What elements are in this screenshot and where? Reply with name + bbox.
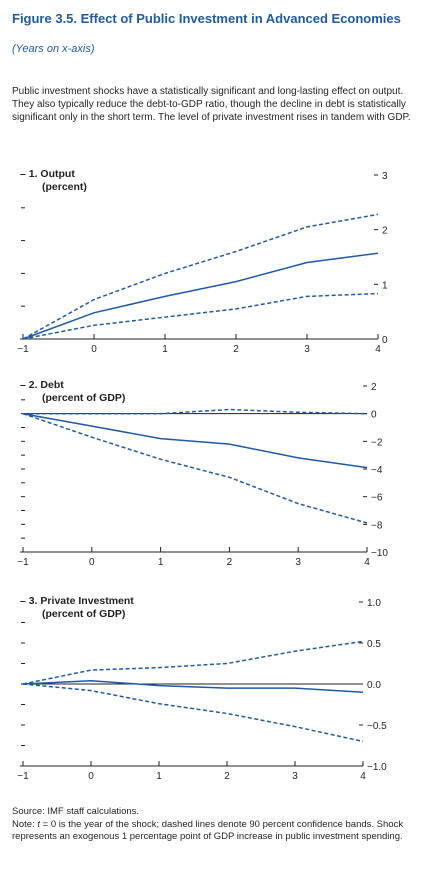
x-tick-label: 1 [158, 557, 164, 568]
y-tick-label: 2 [382, 226, 388, 237]
x-tick-label: −1 [17, 344, 29, 355]
y-tick-label: −8 [371, 520, 383, 531]
x-tick-label: 2 [224, 771, 230, 782]
y-tick-label: 0.5 [367, 639, 381, 650]
x-tick-label: 2 [227, 557, 233, 568]
x-tick-label: 3 [292, 771, 298, 782]
note-variable: t [37, 818, 40, 830]
x-tick-label: 4 [360, 771, 366, 782]
panel-title: – 2. Debt [20, 379, 64, 391]
y-tick-label: −10 [371, 548, 388, 559]
y-tick-label: −6 [371, 493, 383, 504]
figure-intro: Public investment shocks have a statisti… [12, 86, 411, 123]
x-tick-label: 4 [364, 557, 370, 568]
source-note: Source: IMF staff calculations. [12, 806, 140, 817]
private-investment-chart: – 3. Private Investment(percent of GDP) −… [17, 595, 387, 782]
x-tick-label: 0 [89, 557, 95, 568]
debt-chart: – 2. Debt(percent of GDP)−1 0 1 2 3 4−10−8−6−… [17, 379, 388, 568]
figure-footer: Source: IMF staff calculations. Note: t … [12, 806, 417, 844]
note-prefix: Note: [12, 818, 38, 830]
figure-title: Figure 3.5. Effect of Public Investment … [12, 11, 401, 26]
x-tick-label: 3 [295, 557, 301, 568]
confidence-band-line [22, 683, 364, 743]
y-tick-label: 2 [371, 382, 377, 393]
panel-title: – 1. Output [20, 168, 75, 180]
note-text: = 0 is the year of the shock; dashed lin… [12, 818, 404, 843]
figure-subtitle: (Years on x-axis) [12, 43, 95, 55]
y-tick-label: −4 [371, 465, 383, 476]
chart-panel-output: – 1. Output (percent) −1 0 1 2 3 4 0 1 2 3 [0, 168, 434, 358]
y-tick-label: 1.0 [367, 598, 381, 609]
x-tick-label: 0 [91, 344, 97, 355]
confidence-band-line [22, 213, 379, 340]
y-tick-label: 0 [382, 335, 388, 346]
estimate-line [22, 412, 368, 469]
confidence-band-line [22, 412, 368, 524]
x-tick-label: 4 [375, 344, 381, 355]
x-tick-label: −1 [17, 771, 29, 782]
panel-subtitle: (percent) [42, 181, 87, 193]
x-tick-label: 1 [156, 771, 162, 782]
y-tick-label: −2 [371, 437, 383, 448]
chart-panel-private-investment: – 3. Private Investment (percent of GDP) −… [0, 594, 434, 790]
y-tick-label: 0.0 [367, 680, 381, 691]
y-tick-label: −1.0 [367, 762, 387, 773]
x-tick-label: 3 [304, 344, 310, 355]
chart-panel-debt: – 2. Debt (percent of GDP) −1 0 1 2 3 4 −10 −8 −6−… [0, 378, 434, 574]
panel-title: – 3. Private Investment [20, 595, 134, 607]
estimate-line [22, 252, 379, 340]
panel-subtitle: (percent of GDP) [42, 608, 125, 620]
confidence-band-line [23, 408, 368, 415]
y-tick-label: −0.5 [367, 721, 387, 732]
y-tick-label: 1 [382, 280, 388, 291]
y-tick-label: 0 [371, 410, 377, 421]
explanatory-note: Note: t = 0 is the year of the shock; da… [12, 819, 417, 844]
panel-subtitle: (percent of GDP) [42, 392, 125, 404]
x-tick-label: 2 [233, 344, 239, 355]
confidence-band-line [22, 292, 379, 340]
x-tick-label: 1 [162, 344, 168, 355]
x-tick-label: −1 [17, 557, 29, 568]
estimate-line [22, 679, 364, 693]
confidence-band-line [22, 640, 364, 685]
y-tick-label: 3 [382, 171, 388, 182]
x-tick-label: 0 [88, 771, 94, 782]
